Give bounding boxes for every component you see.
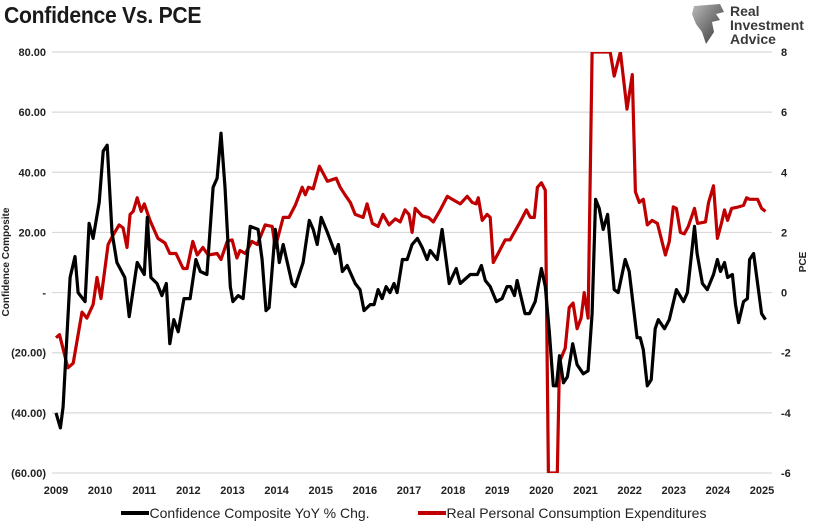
y-tick-label: 60.00 <box>18 107 46 119</box>
chart-title: Confidence Vs. PCE <box>4 2 202 28</box>
y2-tick-label: 6 <box>781 107 787 119</box>
left-axis-ticks: 80.00 60.00 40.00 20.00 - (20.00) (40.00) (60.0… <box>11 47 46 480</box>
y2-tick-label: 2 <box>781 227 787 239</box>
x-tick-label: 2024 <box>706 485 731 497</box>
y2-tick-label: 4 <box>781 167 788 179</box>
x-tick-label: 2018 <box>441 485 465 497</box>
logo-line: Advice <box>730 31 776 47</box>
x-tick-label: 2014 <box>264 485 289 497</box>
y2-tick-label: 0 <box>781 288 787 300</box>
y-tick-label: (20.00) <box>11 348 46 360</box>
x-tick-label: 2015 <box>309 485 333 497</box>
x-tick-label: 2019 <box>485 485 509 497</box>
x-tick-label: 2023 <box>662 485 686 497</box>
y2-tick-label: -4 <box>781 408 792 420</box>
y-tick-label: 20.00 <box>18 227 46 239</box>
x-tick-label: 2011 <box>132 485 156 497</box>
x-tick-label: 2020 <box>529 485 553 497</box>
y-tick-label: 80.00 <box>18 47 46 59</box>
logo-line: Real <box>730 3 760 19</box>
y-axis-label: Confidence Composite <box>1 207 12 316</box>
gridlines <box>52 51 772 474</box>
legend: Confidence Composite YoY % Chg. Real Per… <box>0 505 827 521</box>
legend-swatch <box>417 511 446 515</box>
right-axis-ticks: 8 6 4 2 0 -2 -4 -6 <box>781 47 792 480</box>
y2-tick-label: 8 <box>781 47 787 59</box>
legend-label: Real Personal Consumption Expenditures <box>446 505 707 521</box>
logo-line: Investment <box>730 17 804 33</box>
x-tick-label: 2025 <box>750 485 774 497</box>
y-tick-label: - <box>42 288 46 300</box>
legend-swatch <box>120 511 149 515</box>
x-tick-label: 2010 <box>88 485 112 497</box>
legend-item-pce: Real Personal Consumption Expenditures <box>417 505 707 521</box>
x-tick-label: 2013 <box>220 485 244 497</box>
x-tick-label: 2022 <box>617 485 641 497</box>
x-tick-label: 2017 <box>397 485 421 497</box>
logo-text: Real Investment Advice <box>730 4 804 46</box>
y-tick-label: (40.00) <box>11 408 46 420</box>
y2-axis-label: PCE <box>798 251 809 272</box>
series-lines <box>54 52 767 473</box>
legend-label: Confidence Composite YoY % Chg. <box>149 505 370 521</box>
y2-tick-label: -2 <box>781 348 791 360</box>
brand-logo: Real Investment Advice <box>690 2 825 48</box>
confidence-series-line <box>54 131 767 430</box>
x-tick-label: 2012 <box>176 485 200 497</box>
x-tick-label: 2009 <box>44 485 68 497</box>
x-axis-ticks: 2009 2010 2011 2012 2013 2014 2015 2016 2017 2018… <box>44 485 774 497</box>
y-tick-label: (60.00) <box>11 468 46 480</box>
y-tick-label: 40.00 <box>18 167 46 179</box>
x-tick-label: 2016 <box>353 485 377 497</box>
legend-item-confidence: Confidence Composite YoY % Chg. <box>120 505 370 521</box>
eagle-icon <box>692 4 724 44</box>
x-tick-label: 2021 <box>573 485 597 497</box>
pce-series-line <box>54 52 767 473</box>
y2-tick-label: -6 <box>781 468 791 480</box>
